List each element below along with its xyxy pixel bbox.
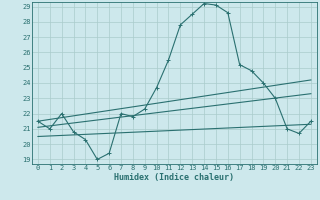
X-axis label: Humidex (Indice chaleur): Humidex (Indice chaleur) (115, 173, 234, 182)
